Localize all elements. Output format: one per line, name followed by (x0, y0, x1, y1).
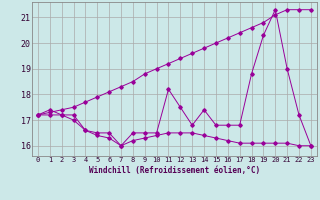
X-axis label: Windchill (Refroidissement éolien,°C): Windchill (Refroidissement éolien,°C) (89, 166, 260, 175)
